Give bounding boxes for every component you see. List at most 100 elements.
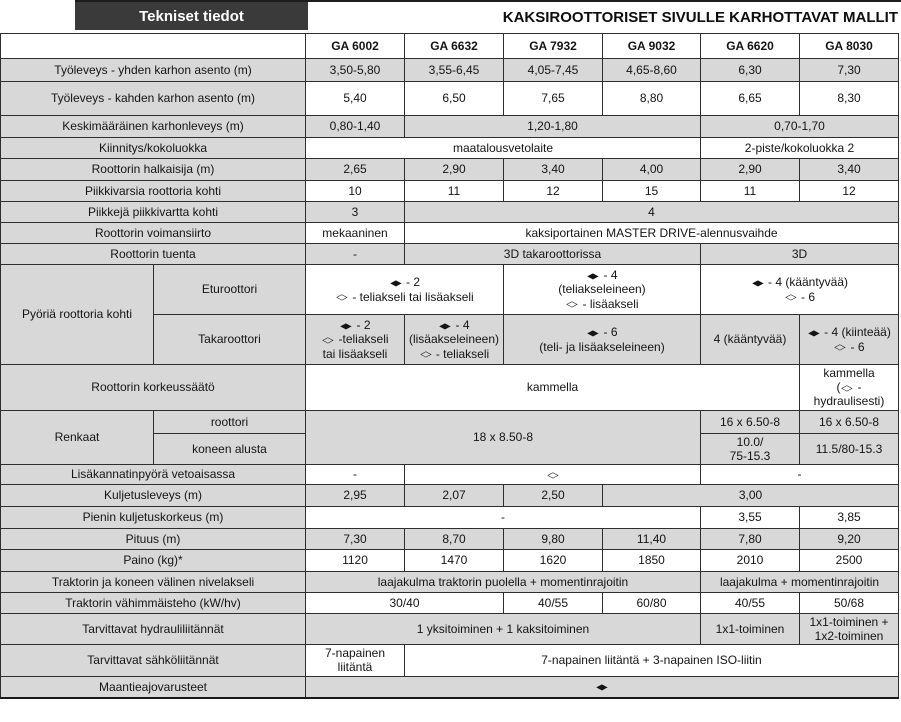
spec-cell: 0,70-1,70 [700,115,899,138]
row-label: Roottorin korkeussäätö [0,364,306,411]
spec-cell: 2,90 [700,158,800,181]
spec-cell: ◆ - 4 (teliakseleineen) ◇ - lisäakseli [503,264,701,315]
hollow-diamond-icon: ◇ [336,293,348,302]
spec-cell: 10.0/75-15.3 [700,432,800,465]
spec-cell: 1120 [305,548,405,572]
spec-cell: 3D [700,243,899,265]
column-header-ga-6620: GA 6620 [700,33,800,59]
row-label: Roottorin voimansiirto [0,222,306,244]
filled-diamond-icon: ◆ [587,271,600,281]
spec-cell: 3,50-5,80 [305,58,405,82]
page-title: KAKSIROOTTORISET SIVULLE KARHOTTAVAT MAL… [502,9,898,26]
spec-cell: 6,30 [700,58,800,82]
row-label: Pienin kuljetuskorkeus (m) [0,505,306,529]
table-corner [0,33,306,59]
top-rule [75,0,901,2]
spec-cell: 2010 [700,548,800,572]
row-label: Kuljetusleveys (m) [0,483,306,507]
row-label: Tarvittavat hydrauliliitännät [0,612,306,646]
table-row: Roottorin korkeussäätö kammella kammella (◇… [0,364,899,411]
spec-cell: kammella [305,364,800,411]
table-row: Roottorin voimansiirto mekaaninen kaksipor… [0,222,899,244]
spec-cell: 18 x 8.50-8 [305,409,701,465]
spec-cell: 9,20 [799,527,899,550]
spec-cell: 15 [602,180,701,202]
table-row: Maantieajovarusteet ◆ [0,675,899,700]
spec-cell: 2500 [799,548,899,572]
spec-cell: maatalousvetolaite [305,137,701,159]
spec-cell: 4,00 [602,158,701,181]
row-sublabel: koneen alusta [153,432,306,465]
row-label: Kiinnitys/kokoluokka [0,137,306,159]
table-row: Paino (kg)* 1120 1470 1620 1850 2010 2500 [0,548,899,572]
hollow-diamond-icon: ◇ [841,383,854,393]
spec-cell: - [305,463,405,485]
spec-cell: 11.5/80-15.3 [799,432,899,465]
row-sublabel: roottori [153,409,306,434]
spec-cell: - [700,463,899,485]
spec-cell: ◆ - 4 (kiinteää) ◇ - 6 [799,314,899,365]
filled-diamond-icon: ◆ [390,278,402,288]
spec-cell: 5,40 [305,81,405,116]
spec-cell: 16 x 6.50-8 [700,409,800,434]
filled-diamond-icon: ◆ [808,328,820,338]
spec-cell: ◆ - 4 (kääntyvää) ◇ - 6 [700,264,899,315]
row-label: Lisäkannatinpyörä vetoaisassa [0,463,306,485]
spec-cell: 1x1-toiminen [700,612,800,646]
column-header-ga-7932: GA 7932 [503,33,603,59]
spec-cell: 3 [305,201,405,223]
spec-table: GA 6002 GA 6632 GA 7932 GA 9032 GA 6620 GA 80… [0,33,899,700]
spec-cell: 1x1-toiminen +1x2-toiminen [799,612,899,646]
spec-cell: 11 [700,180,800,202]
spec-cell: 11 [404,180,504,202]
spec-cell: 2,07 [404,483,504,507]
spec-cell: 1620 [503,548,603,572]
spec-cell: 3,00 [602,483,899,507]
hollow-diamond-icon: ◇ [546,470,559,480]
table-row: Tarvittavat sähköliitännät 7-napainen lii… [0,644,899,677]
table-row: Kiinnitys/kokoluokka maatalousvetolaite 2-… [0,137,899,159]
filled-diamond-icon: ◆ [340,321,353,331]
table-row: Piikkivarsia roottoria kohti 10 11 12 15 11 12 [0,180,899,202]
table-row: Roottorin halkaisija (m) 2,65 2,90 3,40 4,00… [0,158,899,181]
filled-diamond-icon: ◆ [596,683,608,693]
row-label: Roottorin tuenta [0,243,306,265]
row-label: Pyöriä roottoria kohti [0,264,154,365]
table-row: Traktorin ja koneen välinen nivelakseli l… [0,570,899,593]
column-header-ga-9032: GA 9032 [602,33,701,59]
filled-diamond-icon: ◆ [752,278,764,288]
spec-cell: 7-napainen liitäntä + 3-napainen ISO-lii… [404,644,899,677]
row-label: Maantieajovarusteet [0,675,306,700]
row-label: Työleveys - kahden karhon asento (m) [0,81,306,116]
spec-cell: - [305,505,701,529]
spec-cell: 7,30 [799,58,899,82]
filled-diamond-icon: ◆ [587,328,600,338]
spec-cell: ◆ - 4 (lisäakseleineen) ◇ - teliakseli [404,314,504,365]
table-row: Työleveys - kahden karhon asento (m) 5,40… [0,81,899,116]
spec-cell: 3,40 [503,158,603,181]
spec-cell: 3,55-6,45 [404,58,504,82]
row-label: Keskimääräinen karhonleveys (m) [0,115,306,138]
row-label: Traktorin vähimmäisteho (kW/hv) [0,591,306,614]
spec-cell: 40/55 [700,591,800,614]
table-row: Kuljetusleveys (m) 2,95 2,07 2,50 3,00 [0,483,899,507]
spec-cell: ◆ - 6 (teli- ja lisäakseleineen) [503,314,701,365]
spec-cell: 4,65-8,60 [602,58,701,82]
spec-cell: 1 yksitoiminen + 1 kaksitoiminen [305,612,701,646]
table-row: Piikkejä piikkivartta kohti 3 4 [0,201,899,223]
column-header-ga-8030: GA 8030 [799,33,899,59]
row-label: Työleveys - yhden karhon asento (m) [0,58,306,82]
section-title: Tekniset tiedot [139,7,244,25]
spec-cell: laajakulma traktorin puolella + momentin… [305,570,701,593]
spec-cell: 3,40 [799,158,899,181]
spec-cell: kammella (◇ - hydraulisesti) [799,364,899,411]
row-label: Piikkejä piikkivartta kohti [0,201,306,223]
spec-cell: 2,65 [305,158,405,181]
spec-cell: 7,30 [305,527,405,550]
spec-cell: mekaaninen [305,222,405,244]
spec-cell: laajakulma + momentinrajoitin [700,570,899,593]
row-label: Paino (kg)* [0,548,306,572]
table-row: Tarvittavat hydrauliliitännät 1 yksitoimi… [0,612,899,646]
spec-cell: 10 [305,180,405,202]
